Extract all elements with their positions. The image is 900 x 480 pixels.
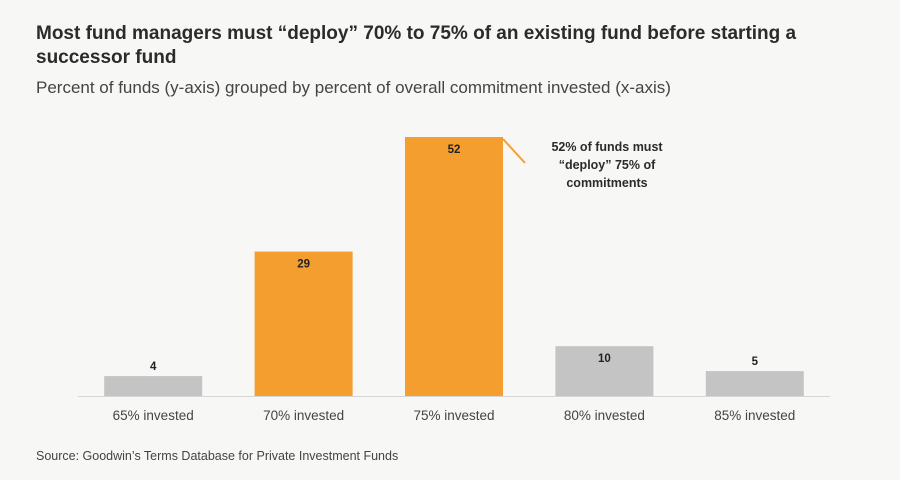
bar	[705, 371, 804, 396]
annotation-text: commitments	[566, 176, 647, 190]
data-label: 4	[150, 361, 157, 373]
x-tick-label: 65% invested	[113, 408, 194, 423]
chart-title: Most fund managers must “deploy” 70% to …	[36, 23, 797, 68]
annotation-text: 52% of funds must	[551, 140, 663, 154]
annotation-leader-line	[502, 138, 526, 164]
source-note: Source: Goodwin’s Terms Database for Pri…	[36, 449, 399, 463]
bar	[254, 251, 353, 396]
x-tick-label: 70% invested	[263, 408, 344, 423]
bar	[555, 346, 654, 396]
data-label: 52	[448, 144, 461, 156]
x-tick-label: 80% invested	[564, 408, 645, 423]
annotation-text: “deploy” 75% of	[559, 158, 656, 172]
bar	[405, 137, 503, 396]
data-label: 5	[752, 356, 759, 368]
x-tick-label: 75% invested	[413, 408, 494, 423]
chart-subtitle: Percent of funds (y-axis) grouped by per…	[36, 78, 671, 97]
data-label: 29	[297, 259, 310, 271]
bar	[104, 376, 203, 396]
data-label: 10	[598, 353, 611, 365]
bar-chart: 4 65% invested 29 70% invested 52 75% investe…	[78, 137, 830, 423]
x-tick-label: 85% invested	[714, 408, 795, 423]
